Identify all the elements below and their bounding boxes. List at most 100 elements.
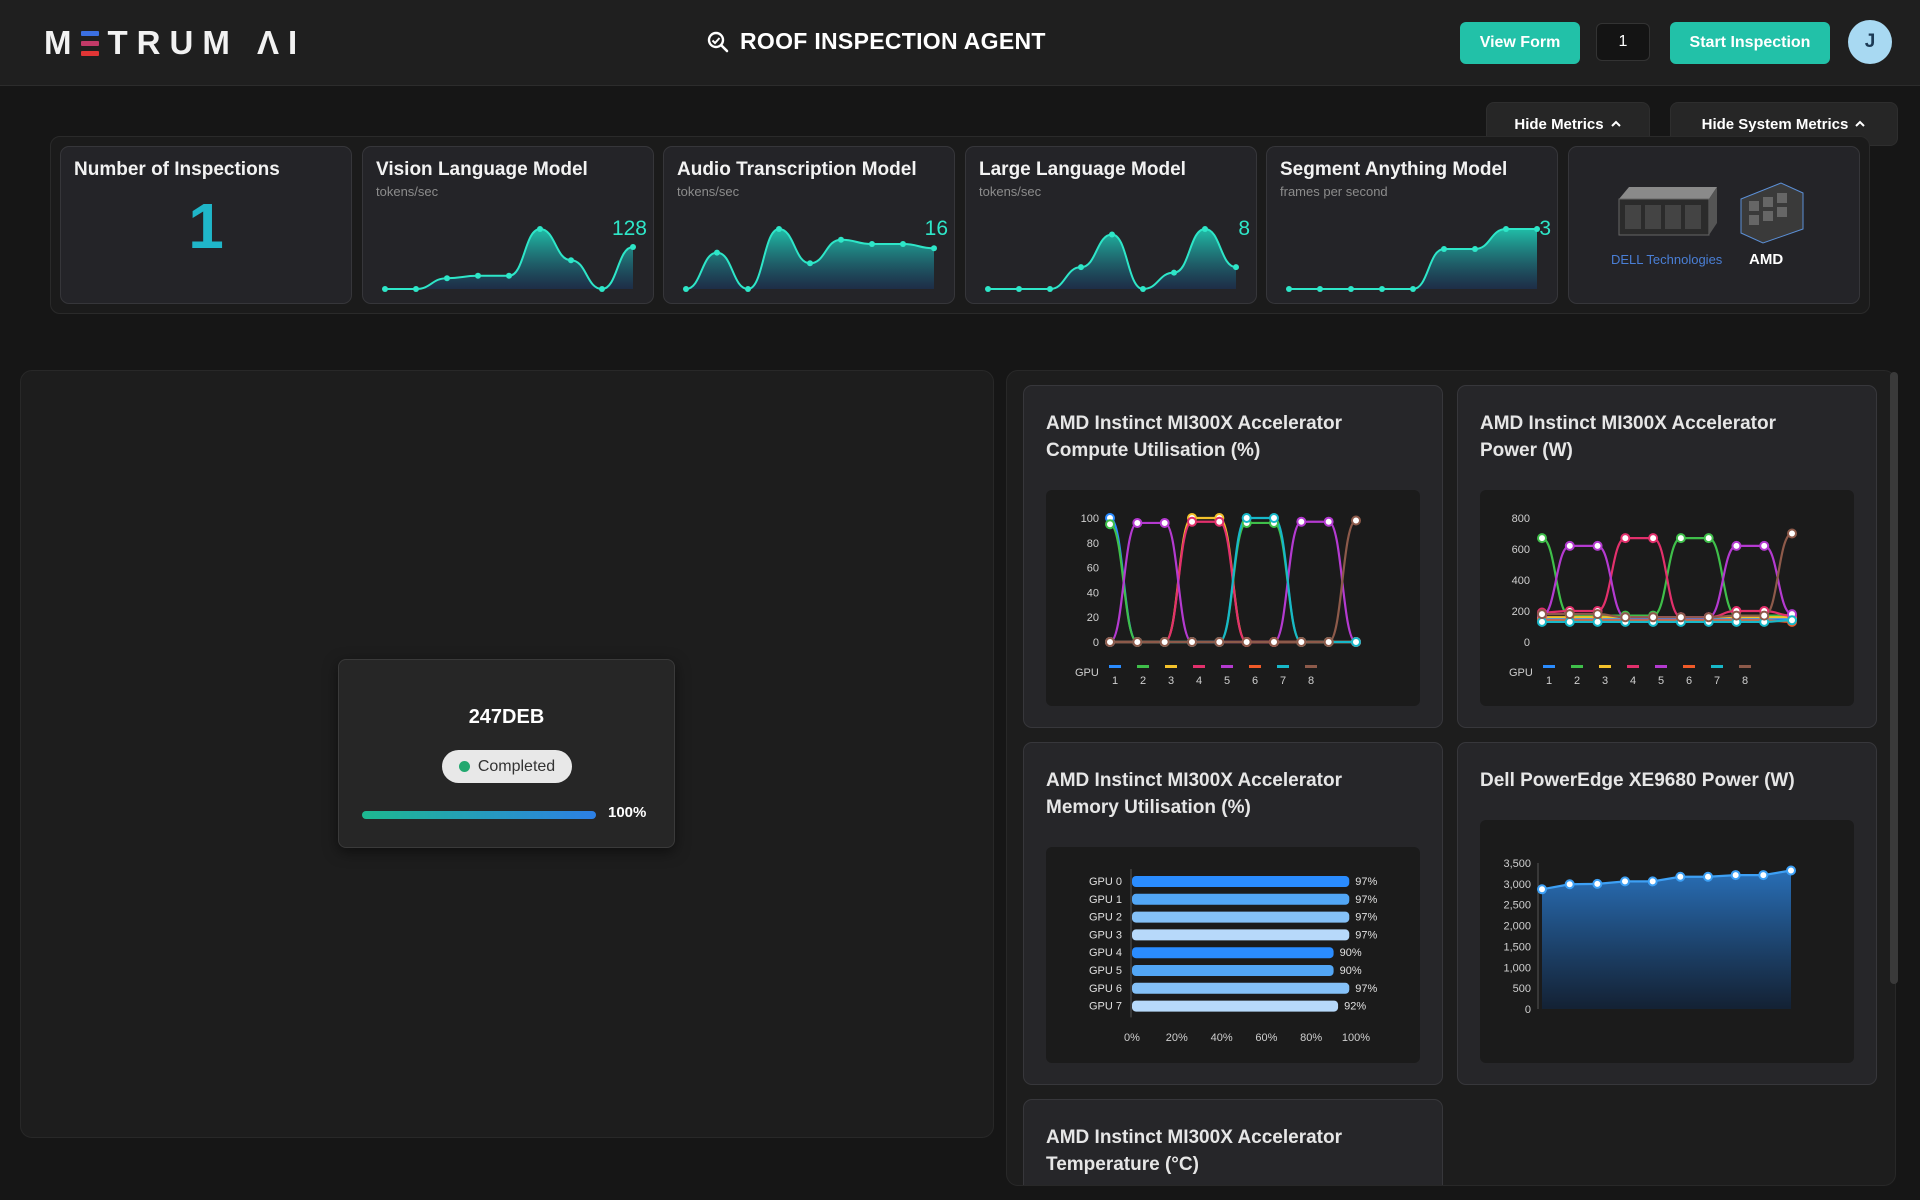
chart-area: 0 500 1,000 1,500 2,000 2,500 3,000 3,500 (1480, 820, 1854, 1063)
gpu-8-point (1159, 637, 1170, 647)
server-power-chart: 0 500 1,000 1,500 2,000 2,500 3,000 3,500 (1503, 858, 1796, 1016)
view-form-button[interactable]: View Form (1460, 22, 1580, 64)
sparkline-point (1534, 226, 1540, 232)
inspection-count-input[interactable]: 1 (1596, 23, 1650, 61)
user-avatar[interactable]: J (1848, 20, 1892, 64)
gpu-5-point (1132, 517, 1143, 528)
legend-swatch-gpu-3 (1599, 665, 1611, 668)
memory-util-chart: GPU 0 97% GPU 1 97% GPU 2 97% GPU 3 97% GPU 4 90%… (1089, 869, 1378, 1044)
power-point (1703, 871, 1713, 882)
sparkline-point (714, 249, 720, 256)
y-tick-label: 0 (1093, 637, 1099, 649)
power-point (1647, 876, 1658, 887)
memory-bar (1132, 876, 1350, 887)
dell-logo: DELL Technologies (1611, 252, 1723, 267)
metric-title: Audio Transcription Model (677, 159, 917, 180)
legend-label-gpu-8: 8 (1308, 675, 1314, 687)
bar-value-label: 97% (1355, 876, 1377, 888)
gpu-8-power-point (1703, 612, 1714, 623)
legend-swatch-gpu-8 (1739, 665, 1751, 668)
legend-label-gpu-3: 3 (1602, 675, 1608, 687)
sparkline-point (776, 226, 782, 232)
legend-swatch-gpu-1 (1543, 665, 1555, 668)
legend-label-gpu-3: 3 (1168, 675, 1174, 687)
bar-value-label: 92% (1344, 1001, 1366, 1013)
y-tick-label: 200 (1512, 606, 1530, 618)
start-inspection-button[interactable]: Start Inspection (1670, 22, 1830, 64)
legend-label-gpu-6: 6 (1252, 675, 1258, 687)
legend-label-gpu-2: 2 (1140, 675, 1146, 687)
chart-card-temperature: AMD Instinct MI300X Accelerator Temperat… (1023, 1099, 1443, 1185)
inspect-search-icon (707, 31, 729, 52)
gpu-8-power-point (1675, 612, 1686, 623)
amd-logo: AMD (1749, 251, 1784, 268)
category-label: GPU 7 (1089, 1001, 1122, 1013)
sparkline-point (1109, 231, 1115, 238)
y-tick-label: 600 (1512, 544, 1530, 556)
sparkline-point (537, 226, 543, 232)
gpu-8-power-point (1537, 609, 1547, 620)
gpu-5-point (1323, 516, 1334, 527)
legend-swatch-gpu-4 (1193, 665, 1205, 668)
legend-label-gpu-4: 4 (1630, 675, 1636, 687)
gpu-8-power-point (1731, 610, 1742, 621)
gpu-7-point (1269, 513, 1279, 523)
gpu-8-point (1351, 515, 1361, 526)
gpu-8-point (1105, 637, 1115, 647)
sparkline-area (988, 229, 1236, 289)
gpu-power-chart: 0 200 400 600 800 GPU 1 2 3 4 5 6 7 8 (1509, 513, 1797, 687)
sponsor-logos-card: DELL Technologies AMD (1568, 146, 1860, 304)
gpu-2-power-point (1537, 533, 1547, 544)
category-label: GPU 3 (1089, 929, 1122, 941)
memory-bar (1132, 965, 1334, 976)
legend-swatch-gpu-2 (1137, 665, 1149, 668)
metric-value: 3 (1539, 217, 1551, 240)
gpu-4-power-point (1648, 533, 1659, 544)
job-id: 247DEB (468, 706, 545, 728)
gpu-4-power-point (1620, 533, 1631, 544)
sparkline-point (1078, 264, 1084, 271)
gpu-8-point (1187, 637, 1197, 647)
page-title-text: ROOF INSPECTION AGENT (740, 28, 1046, 54)
gpu-5-point (1159, 517, 1170, 528)
category-label: GPU 0 (1089, 876, 1122, 888)
gpu-8-power-point (1787, 528, 1797, 539)
gpu-7-point (1241, 513, 1252, 523)
y-tick-label: 3,500 (1503, 858, 1531, 870)
bar-value-label: 90% (1340, 965, 1362, 977)
sparkline-point (444, 275, 450, 282)
chart-title: Dell PowerEdge XE9680 Power (W) (1480, 770, 1795, 791)
inspection-job-card[interactable]: 247DEB Completed 100% (338, 659, 675, 848)
memory-bar (1132, 929, 1350, 941)
power-point (1758, 870, 1769, 881)
legend-swatch-gpu-5 (1221, 665, 1233, 668)
panel-scrollbar[interactable] (1890, 372, 1898, 984)
metric-title: Vision Language Model (376, 159, 588, 180)
gpu-8-point (1269, 637, 1279, 647)
y-tick-label: 1,500 (1503, 941, 1531, 953)
metrum-logo[interactable]: M TRUM ΛI (44, 24, 307, 61)
memory-bar (1132, 911, 1350, 923)
metric-card-audio: Audio Transcription Model tokens/sec 16 (663, 146, 955, 304)
memory-bar (1132, 947, 1334, 959)
gpu-5-power-point (1759, 540, 1770, 551)
metric-title: Number of Inspections (74, 159, 280, 180)
sparkline-point (869, 241, 875, 247)
metric-title: Segment Anything Model (1280, 159, 1508, 180)
legend-label-gpu-7: 7 (1714, 675, 1720, 687)
gpu-8-power-point (1564, 609, 1575, 620)
memory-bar (1132, 893, 1350, 905)
metric-title: Large Language Model (979, 159, 1186, 180)
gpu-8-power-point (1648, 612, 1659, 623)
legend-swatch-gpu-6 (1683, 665, 1695, 668)
sparkline-point (1472, 246, 1478, 252)
gpu-5-power-point (1592, 540, 1603, 551)
chevron-up-icon (1855, 120, 1866, 127)
metric-card-inspections: Number of Inspections 1 (60, 146, 352, 304)
chevron-up-icon (1610, 120, 1621, 127)
sparkline-point (1171, 269, 1177, 276)
legend-label-gpu-6: 6 (1686, 675, 1692, 687)
sparkline-area (686, 229, 934, 289)
chart-title: AMD Instinct MI300X Accelerator Power (W… (1480, 413, 1776, 461)
legend-swatch-gpu-7 (1711, 665, 1723, 668)
